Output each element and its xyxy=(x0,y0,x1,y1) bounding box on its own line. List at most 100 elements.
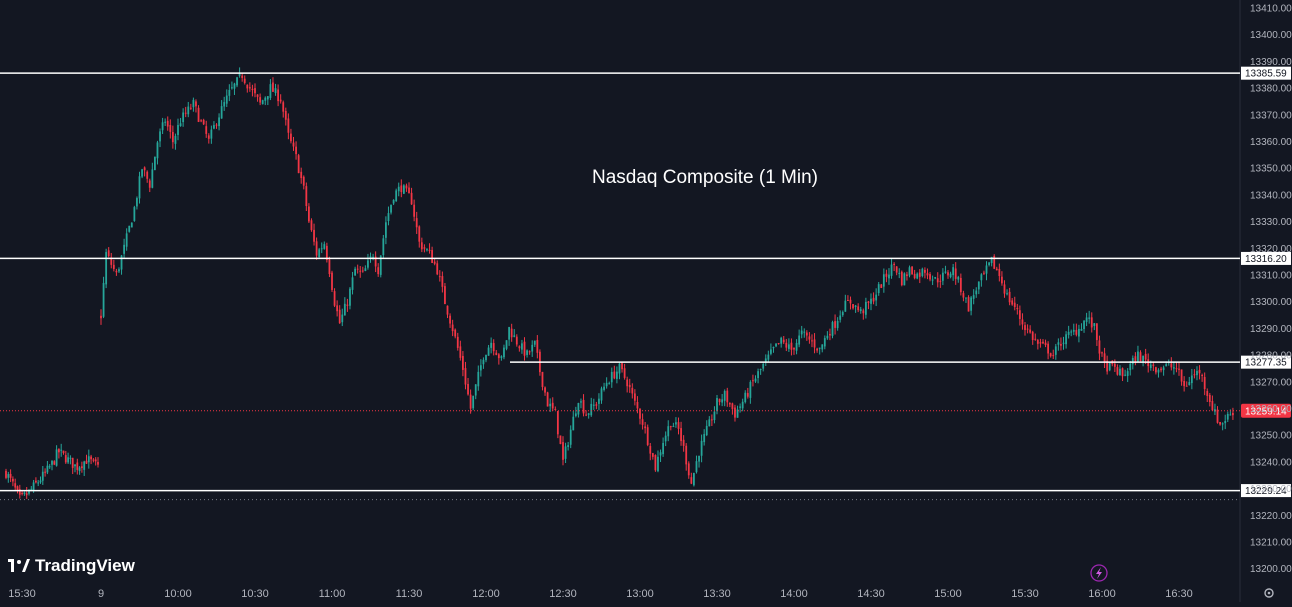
candle-up[interactable] xyxy=(513,329,516,338)
candle-up[interactable] xyxy=(975,287,978,298)
candle-down[interactable] xyxy=(1060,337,1062,351)
candle-up[interactable] xyxy=(882,268,885,293)
candle-down[interactable] xyxy=(1031,330,1034,345)
candle-up[interactable] xyxy=(487,344,490,356)
candle-up[interactable] xyxy=(1129,360,1132,376)
gear-icon[interactable] xyxy=(1264,588,1274,598)
candle-up[interactable] xyxy=(1108,361,1111,372)
candle-up[interactable] xyxy=(767,350,770,363)
candle-down[interactable] xyxy=(785,338,788,352)
candle-down[interactable] xyxy=(1139,350,1142,362)
candle-down[interactable] xyxy=(1216,406,1219,424)
candle-up[interactable] xyxy=(1221,422,1224,431)
candle-up[interactable] xyxy=(1172,361,1175,375)
candle-up[interactable] xyxy=(1124,369,1127,377)
candle-down[interactable] xyxy=(954,262,957,285)
candle-down[interactable] xyxy=(1018,305,1021,326)
candle-up[interactable] xyxy=(549,398,552,412)
candle-down[interactable] xyxy=(205,120,208,138)
candle-down[interactable] xyxy=(310,218,313,232)
candle-down[interactable] xyxy=(166,116,169,131)
candle-down[interactable] xyxy=(25,487,28,499)
candle-up[interactable] xyxy=(382,234,385,259)
candle-down[interactable] xyxy=(1116,364,1119,376)
candle-down[interactable] xyxy=(847,295,849,302)
candle-down[interactable] xyxy=(867,300,870,310)
candle-up[interactable] xyxy=(218,113,220,131)
candle-up[interactable] xyxy=(187,101,190,118)
candle-down[interactable] xyxy=(1026,324,1029,334)
candle-down[interactable] xyxy=(1170,357,1173,371)
candle-up[interactable] xyxy=(931,275,934,286)
candle-down[interactable] xyxy=(1101,351,1103,357)
candle-up[interactable] xyxy=(826,331,829,340)
candle-up[interactable] xyxy=(831,320,834,339)
candle-up[interactable] xyxy=(823,335,826,350)
candle-down[interactable] xyxy=(710,414,713,427)
candle-up[interactable] xyxy=(965,297,967,303)
candle-up[interactable] xyxy=(772,346,775,353)
candle-down[interactable] xyxy=(926,268,929,280)
candle-up[interactable] xyxy=(225,89,228,108)
candle-down[interactable] xyxy=(200,119,203,123)
candle-down[interactable] xyxy=(21,490,23,496)
candle-up[interactable] xyxy=(1188,376,1191,386)
candle-up[interactable] xyxy=(875,288,878,307)
candle-up[interactable] xyxy=(988,261,990,267)
candle-down[interactable] xyxy=(377,263,380,277)
candle-up[interactable] xyxy=(133,205,136,222)
candle-down[interactable] xyxy=(523,337,526,361)
candle-up[interactable] xyxy=(174,133,177,150)
candle-up[interactable] xyxy=(213,121,215,130)
candle-down[interactable] xyxy=(1075,323,1078,337)
candle-up[interactable] xyxy=(1062,336,1065,350)
candle-down[interactable] xyxy=(1090,312,1093,333)
candle-down[interactable] xyxy=(857,303,860,313)
candle-down[interactable] xyxy=(805,330,808,341)
candle-down[interactable] xyxy=(338,305,341,324)
candle-down[interactable] xyxy=(518,345,521,352)
candle-up[interactable] xyxy=(972,289,975,305)
candle-down[interactable] xyxy=(1152,361,1155,372)
candle-down[interactable] xyxy=(1183,376,1186,392)
candle-down[interactable] xyxy=(1003,280,1006,298)
candle-down[interactable] xyxy=(1160,366,1162,373)
candle-up[interactable] xyxy=(41,466,44,485)
candle-down[interactable] xyxy=(1211,395,1214,411)
candle-down[interactable] xyxy=(62,450,65,455)
candle-up[interactable] xyxy=(787,338,790,352)
candle-down[interactable] xyxy=(752,374,754,387)
candle-down[interactable] xyxy=(454,328,457,339)
candle-up[interactable] xyxy=(161,117,164,135)
candle-up[interactable] xyxy=(354,266,357,276)
candle-down[interactable] xyxy=(623,363,626,380)
candle-up[interactable] xyxy=(693,472,695,487)
candle-down[interactable] xyxy=(1044,339,1047,348)
candle-up[interactable] xyxy=(48,464,51,469)
candle-up[interactable] xyxy=(46,460,49,475)
candle-up[interactable] xyxy=(1057,338,1060,351)
candle-up[interactable] xyxy=(351,271,354,295)
candle-down[interactable] xyxy=(906,271,908,281)
candle-down[interactable] xyxy=(852,303,854,310)
candle-down[interactable] xyxy=(436,260,439,276)
candle-up[interactable] xyxy=(1072,323,1075,336)
candle-up[interactable] xyxy=(364,265,367,272)
candle-up[interactable] xyxy=(102,276,105,319)
candle-up[interactable] xyxy=(367,253,369,270)
candle-down[interactable] xyxy=(1175,362,1178,373)
candle-up[interactable] xyxy=(490,337,493,354)
tradingview-logo[interactable]: TradingView xyxy=(8,556,136,575)
candle-down[interactable] xyxy=(893,262,896,272)
candle-up[interactable] xyxy=(269,79,272,101)
candle-down[interactable] xyxy=(1013,296,1016,311)
candle-up[interactable] xyxy=(977,281,980,295)
candle-down[interactable] xyxy=(143,166,146,177)
candle-down[interactable] xyxy=(195,99,197,113)
candle-up[interactable] xyxy=(1157,368,1160,378)
candle-up[interactable] xyxy=(1142,355,1144,367)
candle-down[interactable] xyxy=(14,478,17,491)
candle-down[interactable] xyxy=(1042,339,1044,345)
candle-up[interactable] xyxy=(744,390,747,404)
candle-down[interactable] xyxy=(895,266,898,276)
